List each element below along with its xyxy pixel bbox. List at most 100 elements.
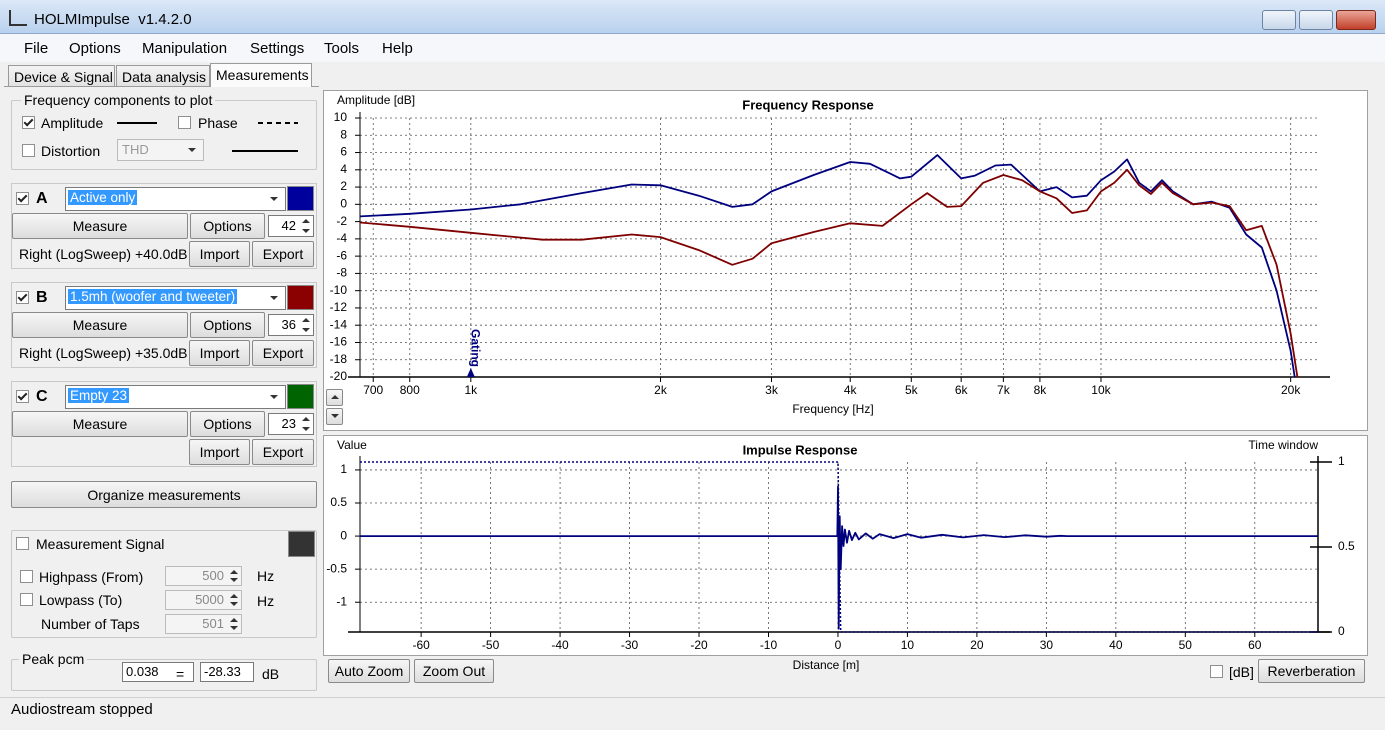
line-sample-solid [117, 122, 157, 124]
group-title: Frequency components to plot [21, 92, 216, 108]
signal-color[interactable] [288, 531, 315, 557]
measure-button[interactable]: Measure [12, 411, 188, 437]
x-tick-label: 3k [765, 383, 779, 397]
export-button[interactable]: Export [252, 340, 314, 366]
import-button[interactable]: Import [189, 241, 250, 267]
title-bar [0, 0, 1385, 34]
x-tick-label: 800 [400, 383, 420, 397]
x-tick-label: 4k [844, 383, 858, 397]
db-label: [dB] [1229, 664, 1254, 680]
group-title: Peak pcm [19, 651, 88, 667]
tab-line [4, 86, 319, 87]
measurement-info: Right (LogSweep) +40.0dB [19, 246, 188, 262]
measurement-letter: B [36, 289, 48, 306]
amplitude-label: Amplitude [41, 115, 104, 131]
checkbox[interactable] [20, 593, 33, 606]
spin-down[interactable] [230, 578, 238, 582]
auto-zoom-button[interactable]: Auto Zoom [328, 659, 410, 683]
import-button[interactable]: Import [189, 340, 250, 366]
menu-item[interactable]: Manipulation [142, 40, 228, 57]
x-tick-label: -60 [412, 638, 430, 652]
maximize-button[interactable] [1299, 10, 1333, 30]
tab[interactable]: Measurements [210, 63, 312, 87]
spin-box[interactable]: 501 [165, 614, 242, 634]
minimize-button[interactable] [1262, 10, 1296, 30]
measurement-color[interactable] [287, 384, 314, 409]
organize-button[interactable]: Organize measurements [11, 481, 317, 508]
measurement-color[interactable] [287, 186, 314, 211]
spin-up[interactable] [230, 594, 238, 598]
y-tick-label: 2 [340, 179, 347, 193]
x-tick-label: -20 [690, 638, 708, 652]
checkbox[interactable] [178, 116, 191, 129]
distortion-combo[interactable]: THD [117, 139, 204, 161]
checkbox[interactable] [16, 291, 29, 304]
y-tick-label: -2 [336, 214, 347, 228]
import-button[interactable]: Import [189, 439, 250, 465]
x-tick-label: 8k [1034, 383, 1048, 397]
reverberation-button[interactable]: Reverberation [1258, 659, 1365, 683]
y-tick-label: 10 [334, 110, 348, 124]
spin-box[interactable]: 500 [165, 566, 242, 586]
measure-button[interactable]: Measure [12, 213, 188, 239]
x-tick-label: 10k [1091, 383, 1111, 397]
spin-down[interactable] [230, 602, 238, 606]
y-tick-label: 4 [340, 162, 347, 176]
measurement-letter: C [36, 388, 48, 405]
options-button[interactable]: Options [190, 312, 265, 338]
menu-item[interactable]: Options [69, 40, 121, 57]
y-tick-label: -4 [336, 231, 347, 245]
y-tick-label: -20 [330, 369, 348, 383]
checkbox[interactable] [22, 144, 35, 157]
tab[interactable]: Data analysis [116, 65, 210, 86]
spin-up[interactable] [302, 417, 310, 421]
menu-item[interactable]: Tools [324, 40, 360, 57]
export-button[interactable]: Export [252, 241, 314, 267]
spin-box[interactable]: 5000 [165, 590, 242, 610]
menu-item[interactable]: Help [382, 40, 413, 57]
combo-arrow [270, 197, 278, 201]
options-button[interactable]: Options [190, 411, 265, 437]
x-tick-label: 6k [955, 383, 969, 397]
line-sample-dashed [258, 122, 298, 124]
x-tick-label: -40 [551, 638, 569, 652]
close-button[interactable] [1336, 10, 1376, 30]
checkbox[interactable] [16, 192, 29, 205]
spin-up[interactable] [230, 570, 238, 574]
y-tick-label: 8 [340, 127, 347, 141]
spin-down[interactable] [302, 328, 310, 332]
y-tick-label: 0.5 [330, 495, 347, 509]
x-axis-label: Frequency [Hz] [792, 402, 873, 416]
options-button[interactable]: Options [190, 213, 265, 239]
x-tick-label: 2k [654, 383, 668, 397]
checkbox[interactable] [16, 390, 29, 403]
spin-up[interactable] [230, 618, 238, 622]
measurement-color[interactable] [287, 285, 314, 310]
x-tick-label: -30 [621, 638, 639, 652]
spin-down[interactable] [302, 229, 310, 233]
y2-tick-label: 1 [1338, 454, 1345, 468]
menu-item[interactable]: Settings [250, 40, 305, 57]
spin-up[interactable] [302, 219, 310, 223]
peak-value: 0.038 [122, 662, 194, 682]
window-title: HOLMImpulse v1.4.2.0 [34, 11, 192, 28]
measure-button[interactable]: Measure [12, 312, 188, 338]
chart-title: Impulse Response [743, 442, 858, 457]
menu-item[interactable]: File [24, 40, 49, 57]
checkbox[interactable] [16, 537, 29, 550]
measurement-name: Active only [68, 190, 138, 205]
checkbox[interactable] [22, 116, 35, 129]
checkbox[interactable] [20, 570, 33, 583]
export-button[interactable]: Export [252, 439, 314, 465]
tab[interactable]: Device & Signal [8, 65, 115, 86]
spin-up[interactable] [302, 318, 310, 322]
zoom-out-button[interactable]: Zoom Out [414, 659, 494, 683]
phase-label: Phase [198, 115, 238, 131]
spin-down[interactable] [302, 427, 310, 431]
signal-group [11, 530, 317, 638]
measurement-name: 1.5mh (woofer and tweeter) [68, 289, 238, 304]
checkbox[interactable] [1210, 665, 1223, 678]
spin-down[interactable] [230, 626, 238, 630]
y2-axis-label: Time window [1248, 438, 1318, 452]
y-tick-label: -6 [336, 248, 347, 262]
